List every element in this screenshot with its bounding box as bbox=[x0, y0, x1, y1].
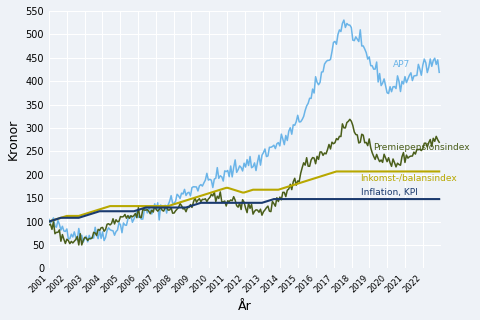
Text: Inflation, KPI: Inflation, KPI bbox=[360, 188, 417, 197]
Text: Premiepensionsindex: Premiepensionsindex bbox=[373, 143, 469, 152]
Text: Inkomst-/balansindex: Inkomst-/balansindex bbox=[360, 173, 457, 182]
Y-axis label: Kronor: Kronor bbox=[7, 119, 20, 160]
Text: AP7: AP7 bbox=[393, 60, 410, 69]
X-axis label: År: År bbox=[238, 300, 252, 313]
